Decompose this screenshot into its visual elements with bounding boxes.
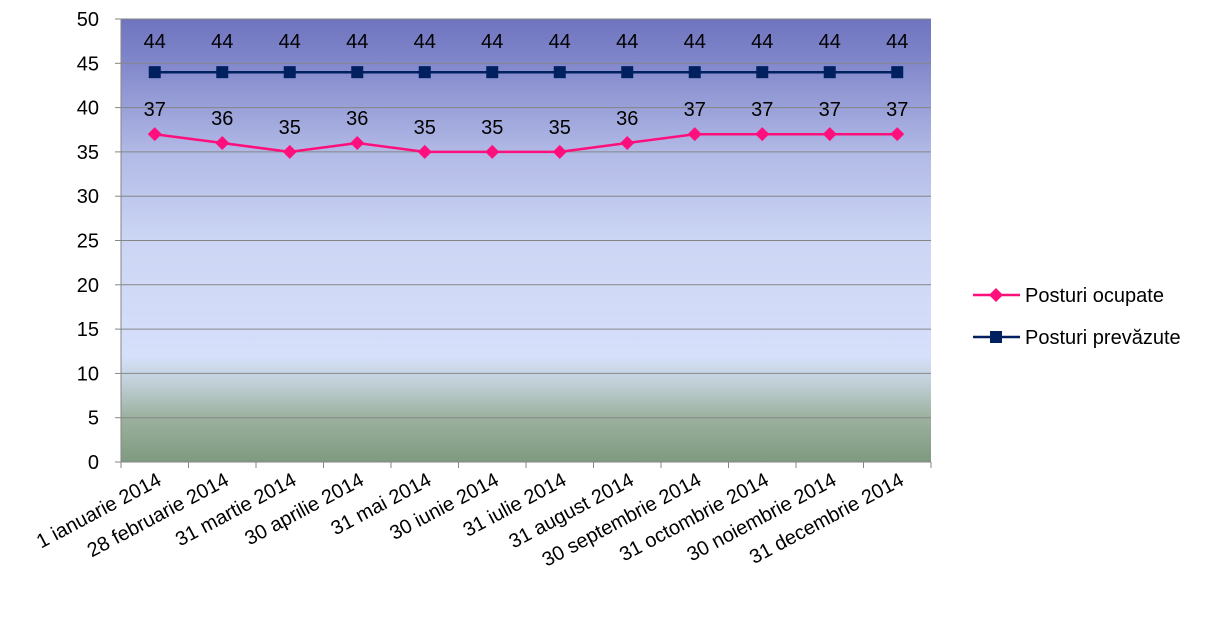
data-point <box>215 136 230 151</box>
data-label: 44 <box>279 31 301 53</box>
data-point <box>823 66 836 79</box>
data-label: 36 <box>211 108 233 130</box>
data-point <box>283 66 296 79</box>
data-label: 36 <box>346 108 368 130</box>
data-point <box>756 66 769 79</box>
data-label: 44 <box>144 31 166 53</box>
data-point <box>891 66 904 79</box>
data-labels: 37 36 35 36 35 35 35 36 37 37 37 37 44 44 44 44 44 44 44 44… <box>144 31 909 139</box>
data-label: 44 <box>211 31 233 53</box>
legend: Posturi ocupate Posturi prevăzute <box>973 285 1181 349</box>
data-point <box>216 66 229 79</box>
data-label: 35 <box>481 117 503 139</box>
y-tick-label: 25 <box>77 231 99 253</box>
y-tick-label: 5 <box>88 408 99 430</box>
data-label: 44 <box>751 31 773 53</box>
data-label: 37 <box>819 99 841 121</box>
y-tick-label: 15 <box>77 319 99 341</box>
data-point <box>148 66 161 79</box>
data-point <box>688 66 701 79</box>
data-point <box>553 66 566 79</box>
data-point <box>621 66 634 79</box>
series-line <box>154 132 898 154</box>
data-point <box>417 144 432 159</box>
data-label: 44 <box>819 31 841 53</box>
legend-label: Posturi prevăzute <box>1025 327 1181 349</box>
y-tick-label: 20 <box>77 275 99 297</box>
y-tick-label: 50 <box>77 9 99 31</box>
series <box>147 66 905 159</box>
gridlines <box>121 18 931 419</box>
y-tick-label: 0 <box>88 452 99 474</box>
data-point <box>486 66 499 79</box>
data-label: 37 <box>144 99 166 121</box>
data-point <box>485 144 500 159</box>
data-point <box>418 66 431 79</box>
data-label: 44 <box>549 31 571 53</box>
data-label: 37 <box>886 99 908 121</box>
y-tick-label: 30 <box>77 186 99 208</box>
data-point <box>687 127 702 142</box>
data-label: 35 <box>549 117 571 139</box>
data-point <box>350 136 365 151</box>
y-tick-label: 40 <box>77 98 99 120</box>
data-label: 44 <box>684 31 706 53</box>
y-tick-label: 10 <box>77 363 99 385</box>
data-point <box>552 144 567 159</box>
data-point <box>822 127 837 142</box>
legend-marker <box>990 331 1002 343</box>
data-label: 35 <box>414 117 436 139</box>
y-tick-label: 45 <box>77 53 99 75</box>
y-tick-label: 35 <box>77 142 99 164</box>
data-point <box>890 127 905 142</box>
data-point <box>351 66 364 79</box>
data-point <box>147 127 162 142</box>
legend-marker <box>989 288 1003 302</box>
data-label: 35 <box>279 117 301 139</box>
data-label: 44 <box>886 31 908 53</box>
y-tick-labels: 0 5 10 15 20 25 30 35 40 45 50 <box>77 9 99 474</box>
data-label: 44 <box>346 31 368 53</box>
data-point <box>755 127 770 142</box>
data-label: 36 <box>616 108 638 130</box>
data-label: 44 <box>414 31 436 53</box>
data-point <box>620 136 635 151</box>
data-label: 37 <box>751 99 773 121</box>
legend-label: Posturi ocupate <box>1025 285 1164 307</box>
axes <box>115 18 932 468</box>
data-label: 44 <box>481 31 503 53</box>
data-point <box>282 144 297 159</box>
data-label: 44 <box>616 31 638 53</box>
data-label: 37 <box>684 99 706 121</box>
